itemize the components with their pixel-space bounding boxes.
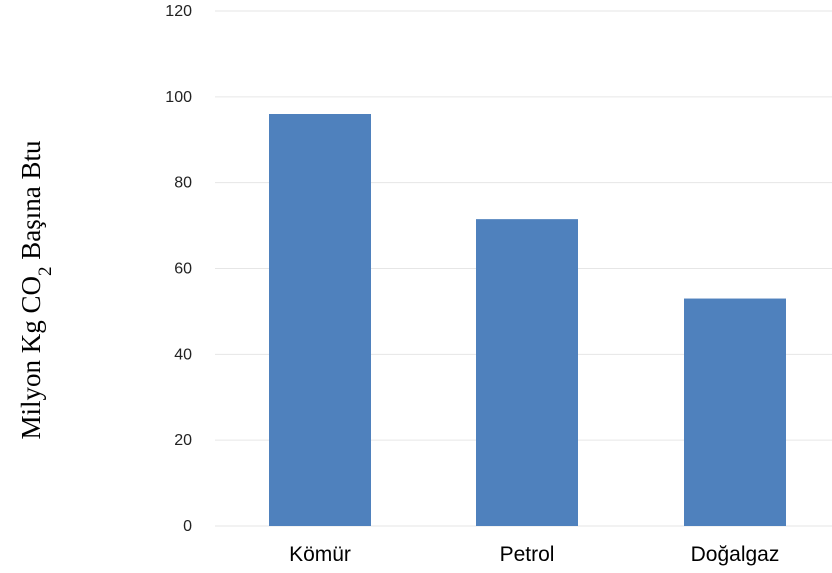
y-tick-label: 60 xyxy=(174,261,192,278)
y-axis-label: Milyon Kg CO2 Başına Btu xyxy=(16,140,56,440)
bar xyxy=(269,114,371,526)
y-tick-label: 120 xyxy=(165,3,192,20)
x-category-labels: Kömür Petrol Doğalgaz xyxy=(289,543,779,566)
bar xyxy=(476,219,578,527)
y-axis-label-rest: Başına Btu xyxy=(16,140,46,266)
y-axis-label-main: Milyon Kg CO xyxy=(16,276,46,440)
y-tick-label: 0 xyxy=(183,518,192,535)
x-category-label: Doğalgaz xyxy=(691,543,780,566)
y-tick-label: 100 xyxy=(165,89,192,106)
y-tick-label: 20 xyxy=(174,432,192,449)
y-tick-label: 80 xyxy=(174,175,192,192)
x-category-label: Petrol xyxy=(500,543,555,566)
y-axis-label-subscript: 2 xyxy=(35,266,56,276)
y-tick-labels: 0 20 40 60 80 100 120 xyxy=(165,3,192,535)
x-category-label: Kömür xyxy=(289,543,351,566)
bar xyxy=(684,298,786,526)
bars xyxy=(269,114,786,527)
y-tick-label: 40 xyxy=(174,346,192,363)
